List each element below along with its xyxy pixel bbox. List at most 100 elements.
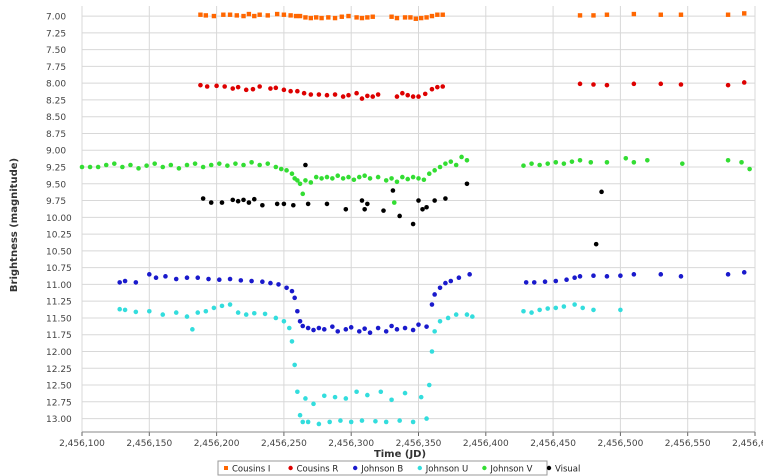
- data-point: [339, 14, 344, 19]
- data-point: [340, 94, 346, 99]
- legend-item: Cousins R: [288, 465, 338, 475]
- data-point: [394, 179, 400, 185]
- data-point: [286, 325, 292, 331]
- data-point: [410, 327, 416, 333]
- data-point: [542, 279, 548, 285]
- data-point: [346, 92, 351, 98]
- data-point: [117, 306, 122, 312]
- data-point: [321, 327, 327, 332]
- data-point: [391, 200, 397, 205]
- data-point: [521, 308, 526, 314]
- data-point: [235, 84, 241, 90]
- data-point: [375, 325, 381, 331]
- data-point: [593, 241, 599, 247]
- data-point: [370, 94, 376, 99]
- data-point: [577, 157, 583, 163]
- data-point: [144, 163, 149, 168]
- data-point: [464, 312, 470, 317]
- data-point: [410, 221, 416, 227]
- data-point: [420, 206, 425, 212]
- data-point: [227, 276, 233, 282]
- y-tick-label: 8.50: [46, 113, 66, 123]
- series-johnson-v: [79, 154, 752, 205]
- data-point: [252, 13, 257, 19]
- data-point: [416, 322, 421, 327]
- data-point: [289, 171, 295, 177]
- data-point: [354, 15, 359, 20]
- data-point: [389, 323, 394, 329]
- data-point: [173, 276, 179, 282]
- data-point: [742, 11, 747, 16]
- data-point: [432, 292, 437, 297]
- data-point: [599, 189, 604, 195]
- data-point: [219, 200, 225, 205]
- legend-marker: [417, 465, 422, 471]
- data-point: [332, 15, 338, 21]
- data-point: [281, 87, 287, 93]
- y-tick-label: 11.50: [46, 314, 72, 324]
- data-point: [257, 84, 262, 89]
- data-point: [234, 13, 239, 18]
- data-point: [362, 173, 367, 179]
- data-point: [375, 92, 381, 97]
- data-point: [631, 272, 637, 277]
- data-point: [658, 81, 664, 87]
- data-point: [200, 164, 206, 170]
- y-tick-label: 10.00: [46, 214, 72, 224]
- data-point: [365, 15, 370, 20]
- data-point: [297, 181, 303, 187]
- data-point: [741, 270, 747, 275]
- data-point: [429, 86, 435, 92]
- data-point: [400, 90, 405, 96]
- data-point: [265, 161, 271, 166]
- data-point: [658, 12, 663, 17]
- data-point: [362, 206, 367, 212]
- data-point: [147, 272, 152, 277]
- data-point: [330, 324, 335, 329]
- data-point: [340, 176, 346, 181]
- data-point: [459, 154, 464, 160]
- series-johnson-u: [117, 302, 623, 427]
- data-point: [265, 13, 270, 18]
- data-point: [79, 164, 85, 170]
- data-point: [225, 163, 230, 168]
- data-point: [421, 177, 427, 183]
- data-point: [278, 166, 284, 172]
- data-point: [367, 330, 373, 336]
- data-point: [591, 82, 596, 87]
- data-point: [467, 272, 472, 277]
- data-point: [95, 164, 101, 170]
- data-point: [435, 84, 440, 90]
- data-point: [273, 164, 279, 170]
- data-point: [367, 176, 373, 181]
- data-point: [227, 12, 233, 17]
- data-point: [192, 161, 198, 166]
- data-point: [319, 176, 324, 181]
- data-point: [362, 326, 367, 331]
- data-point: [303, 162, 308, 168]
- data-point: [604, 12, 610, 17]
- data-point: [335, 173, 341, 179]
- data-point: [195, 310, 201, 315]
- data-point: [87, 164, 93, 170]
- data-point: [405, 176, 411, 182]
- y-tick-label: 10.75: [46, 264, 72, 274]
- data-point: [284, 168, 289, 173]
- data-point: [122, 278, 128, 284]
- data-point: [297, 319, 303, 324]
- data-point: [343, 206, 349, 212]
- data-point: [235, 310, 241, 315]
- data-point: [117, 280, 122, 285]
- data-point: [190, 327, 195, 332]
- data-point: [678, 12, 684, 17]
- data-point: [523, 280, 529, 285]
- y-tick-label: 7.50: [46, 46, 66, 56]
- data-point: [216, 161, 222, 166]
- data-point: [618, 273, 623, 278]
- data-point: [561, 161, 567, 166]
- data-point: [122, 307, 128, 313]
- data-point: [359, 15, 365, 21]
- data-point: [429, 349, 435, 354]
- series-cousins-r: [198, 80, 747, 101]
- data-point: [288, 13, 293, 18]
